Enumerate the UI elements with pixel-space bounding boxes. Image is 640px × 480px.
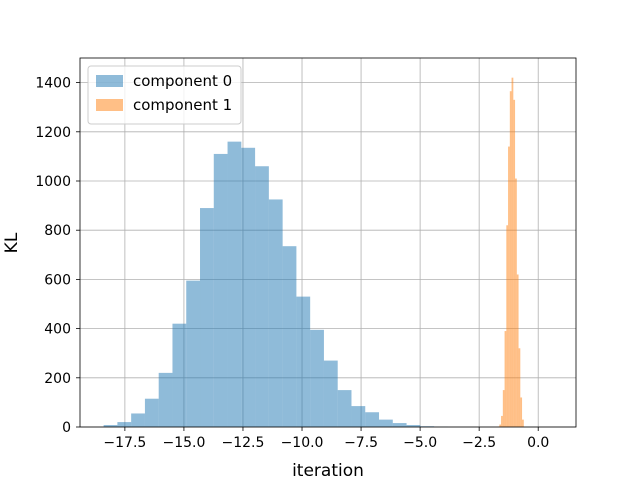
x-axis-ticks: −17.5 −15.0 −12.5 −10.0 −7.5 −5.0 −2.5 0.0 xyxy=(103,427,549,451)
legend: component 0 component 1 xyxy=(87,65,242,125)
histogram-bar-series-0 xyxy=(158,372,173,427)
x-tick-label: −7.5 xyxy=(344,435,378,451)
histogram-bar-series-0 xyxy=(379,419,393,427)
grid xyxy=(80,58,576,428)
histogram-bar-series-0 xyxy=(323,360,338,427)
histogram-bar-series-0 xyxy=(172,323,187,427)
x-tick-label: −10.0 xyxy=(281,435,324,451)
histogram-bar-series-1 xyxy=(515,178,517,427)
histogram-bar-series-0 xyxy=(131,413,145,427)
histogram-bar-series-0 xyxy=(365,412,380,427)
legend-box xyxy=(87,65,242,125)
histogram-bar-series-1 xyxy=(509,91,512,428)
histogram-bar-series-0 xyxy=(268,199,283,427)
legend-swatch xyxy=(96,99,123,111)
y-tick-label: 0 xyxy=(62,420,71,436)
histogram-bar-series-1 xyxy=(511,77,514,428)
histogram-bar-series-0 xyxy=(117,422,132,427)
y-tick-label: 600 xyxy=(44,272,71,288)
histogram-bar-series-1 xyxy=(499,424,502,427)
histogram-bar-series-1 xyxy=(504,331,507,427)
histogram-bar-series-0 xyxy=(186,280,201,427)
x-tick-label: −15.0 xyxy=(162,435,205,451)
y-tick-label: 1200 xyxy=(35,125,71,141)
histogram-bar-series-0 xyxy=(227,141,242,427)
x-tick-label: −2.5 xyxy=(462,435,496,451)
histogram-bar-series-0 xyxy=(241,147,256,428)
histogram-bar-series-1 xyxy=(513,99,516,427)
histogram-bar-series-1 xyxy=(501,415,503,427)
histogram-bar-series-1 xyxy=(522,419,524,427)
histogram-bar-series-1 xyxy=(506,225,509,427)
y-tick-label: 200 xyxy=(44,371,71,387)
y-axis-ticks: 0 200 400 600 800 1000 1200 1400 xyxy=(35,76,80,436)
x-tick-label: −12.5 xyxy=(222,435,265,451)
histogram-bar-series-0 xyxy=(351,406,366,427)
x-axis-title: iteration xyxy=(292,461,364,480)
histogram-bar-series-0 xyxy=(337,390,352,427)
y-tick-label: 1000 xyxy=(35,174,71,190)
histogram-bar-series-1 xyxy=(520,397,523,427)
histogram-bar-series-1 xyxy=(502,390,505,427)
legend-label: component 0 xyxy=(133,72,232,90)
histogram-bar-series-0 xyxy=(296,296,311,427)
histogram-bar-series-0 xyxy=(310,329,324,427)
histogram-bar-series-1 xyxy=(516,274,519,427)
histogram-bar-series-0 xyxy=(282,246,297,427)
plot-frame xyxy=(79,57,577,428)
legend-swatch xyxy=(96,75,123,87)
histogram-bar-series-0 xyxy=(392,423,407,427)
x-tick-label: −17.5 xyxy=(103,435,146,451)
y-tick-label: 1400 xyxy=(35,76,71,92)
y-axis-title: KL xyxy=(2,232,22,253)
x-tick-label: 0.0 xyxy=(527,435,549,451)
y-tick-label: 800 xyxy=(44,223,71,239)
histogram-bar-series-0 xyxy=(406,425,421,427)
histogram-bar-series-0 xyxy=(144,398,159,427)
histogram-bar-series-0 xyxy=(255,166,269,428)
histogram-bar-series-0 xyxy=(200,208,214,427)
x-tick-label: −5.0 xyxy=(403,435,437,451)
histogram-bar-series-1 xyxy=(508,146,510,427)
legend-label: component 1 xyxy=(133,96,232,114)
histogram-bar-series-0 xyxy=(213,153,228,427)
bars xyxy=(103,77,524,428)
histogram-bar-series-1 xyxy=(518,348,521,427)
histogram-bar-series-0 xyxy=(103,425,118,427)
y-tick-label: 400 xyxy=(44,322,71,338)
